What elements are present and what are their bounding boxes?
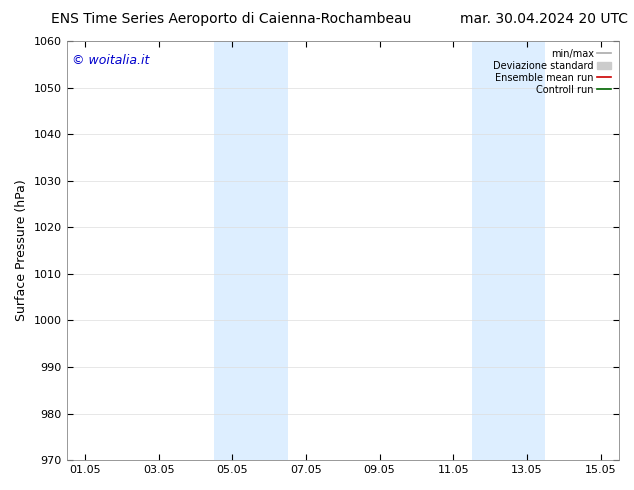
Text: ENS Time Series Aeroporto di Caienna-Rochambeau: ENS Time Series Aeroporto di Caienna-Roc… — [51, 12, 411, 26]
Bar — [214, 41, 288, 460]
Text: mar. 30.04.2024 20 UTC: mar. 30.04.2024 20 UTC — [460, 12, 628, 26]
Y-axis label: Surface Pressure (hPa): Surface Pressure (hPa) — [15, 180, 28, 321]
Bar — [472, 41, 545, 460]
Legend: min/max, Deviazione standard, Ensemble mean run, Controll run: min/max, Deviazione standard, Ensemble m… — [490, 46, 614, 98]
Text: © woitalia.it: © woitalia.it — [72, 53, 150, 67]
